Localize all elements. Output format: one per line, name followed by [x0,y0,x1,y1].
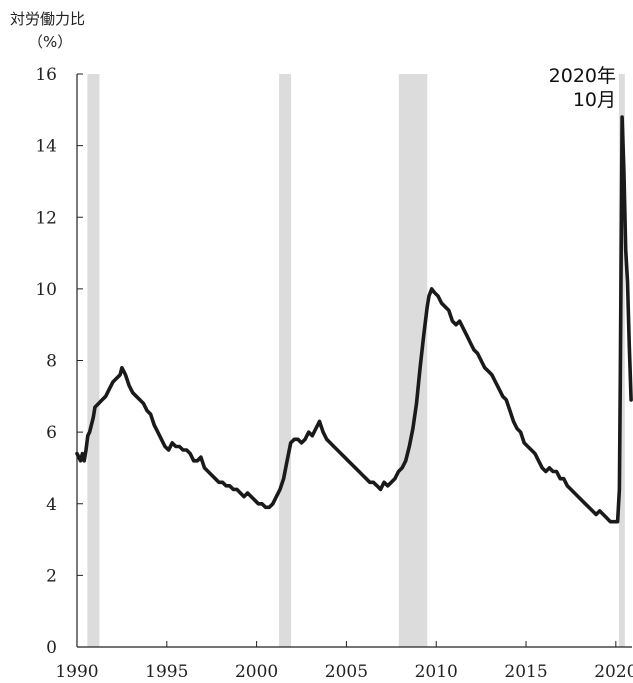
y-tick-label-14: 14 [35,137,57,157]
y-tick-label-12: 12 [35,208,57,228]
axes [76,74,632,648]
recession-band-0 [87,74,100,647]
x-tick-label-2005: 2005 [325,662,368,682]
y-tick-label-2: 2 [46,566,57,586]
unemployment-rate-line [75,115,633,524]
tick-labels: 0 2 4 6 8 10 12 14 16 1990 1995 2000 2005 2010 2015 202… [35,65,633,682]
x-tick-label-2020: 2020 [594,662,633,682]
x-tick-label-2000: 2000 [235,662,278,682]
y-axis-label-line2: （%） [28,33,72,51]
annotation-line2: 10月 [573,89,616,111]
recession-band-1 [279,74,292,647]
annotation-line1: 2020年 [549,65,616,87]
y-tick-label-16: 16 [35,65,57,85]
y-tick-label-10: 10 [35,280,57,300]
x-tick-label-1995: 1995 [145,662,188,682]
y-tick-label-8: 8 [46,352,57,372]
x-tick-label-1990: 1990 [55,662,98,682]
x-tick-label-2010: 2010 [415,662,458,682]
recession-band-2 [398,74,428,647]
y-tick-label-4: 4 [46,495,57,515]
data-series [75,115,633,524]
y-tick-label-6: 6 [46,423,57,443]
y-axis-label-line1: 対労働力比 [10,10,85,28]
y-tick-label-0: 0 [46,638,57,658]
recession-bands [87,74,625,647]
x-tick-label-2015: 2015 [504,662,547,682]
